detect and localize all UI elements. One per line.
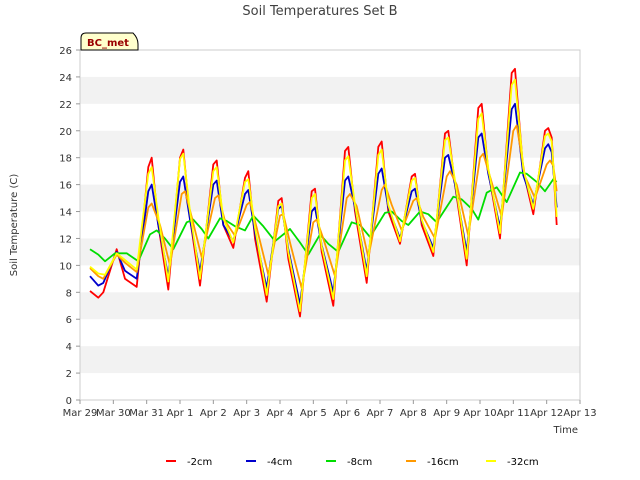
y-tick-label: 12	[59, 234, 72, 245]
legend: -2cm -4cm -8cm -16cm -32cm	[166, 457, 539, 468]
x-tick-label: Apr 11	[497, 408, 530, 419]
x-tick-label: Apr 10	[463, 408, 496, 419]
y-tick-label: 10	[59, 261, 72, 272]
y-tick-label: 6	[66, 315, 72, 326]
x-axis-label: Time	[553, 425, 578, 436]
y-tick-label: 20	[59, 127, 72, 138]
y-tick-label: 26	[59, 46, 72, 57]
legend-label: -8cm	[347, 457, 372, 468]
x-tick-label: Apr 13	[563, 408, 596, 419]
x-tick-label: Apr 2	[200, 408, 227, 419]
site-badge: BC_met	[80, 32, 139, 51]
y-tick-label: 4	[66, 342, 72, 353]
series-lines	[89, 67, 558, 318]
x-tick-label: Mar 31	[129, 408, 164, 419]
legend-label: -16cm	[427, 457, 459, 468]
x-tick-label: Apr 8	[400, 408, 427, 419]
chart-title: Soil Temperatures Set B	[242, 4, 397, 19]
legend-label: -4cm	[267, 457, 292, 468]
x-tick-label: Apr 6	[333, 408, 360, 419]
x-tick-label: Apr 4	[267, 408, 294, 419]
y-tick-label: 14	[59, 208, 72, 219]
x-tick-label: Apr 7	[367, 408, 394, 419]
grid-band	[80, 130, 580, 158]
legend-label: -2cm	[187, 457, 212, 468]
series-line-3	[89, 124, 558, 290]
grid-band	[80, 292, 580, 320]
x-tick-label: Apr 9	[433, 408, 460, 419]
y-tick-label: 22	[59, 100, 72, 111]
y-tick-label: 18	[59, 154, 72, 165]
x-tick-label: Apr 3	[233, 408, 260, 419]
y-axis-label: Soil Temperature (C)	[9, 174, 20, 277]
x-tick-label: Mar 29	[63, 408, 98, 419]
y-tick-label: 24	[59, 73, 72, 84]
legend-label: -32cm	[507, 457, 539, 468]
grid-bands	[80, 76, 580, 374]
y-tick-label: 8	[66, 288, 72, 299]
grid-band	[80, 346, 580, 374]
y-tick-label: 0	[66, 396, 72, 407]
plot-frame	[79, 49, 581, 401]
y-tick-label: 16	[59, 181, 72, 192]
x-tick-label: Apr 5	[300, 408, 327, 419]
series-line-4	[89, 78, 558, 313]
y-tick-label: 2	[66, 369, 72, 380]
x-tick-label: Mar 30	[96, 408, 131, 419]
site-badge-label: BC_met	[87, 38, 129, 49]
x-tick-label: Apr 12	[530, 408, 563, 419]
x-tick-label: Apr 1	[167, 408, 194, 419]
grid-band	[80, 76, 580, 104]
site-badge-shape	[80, 32, 139, 51]
